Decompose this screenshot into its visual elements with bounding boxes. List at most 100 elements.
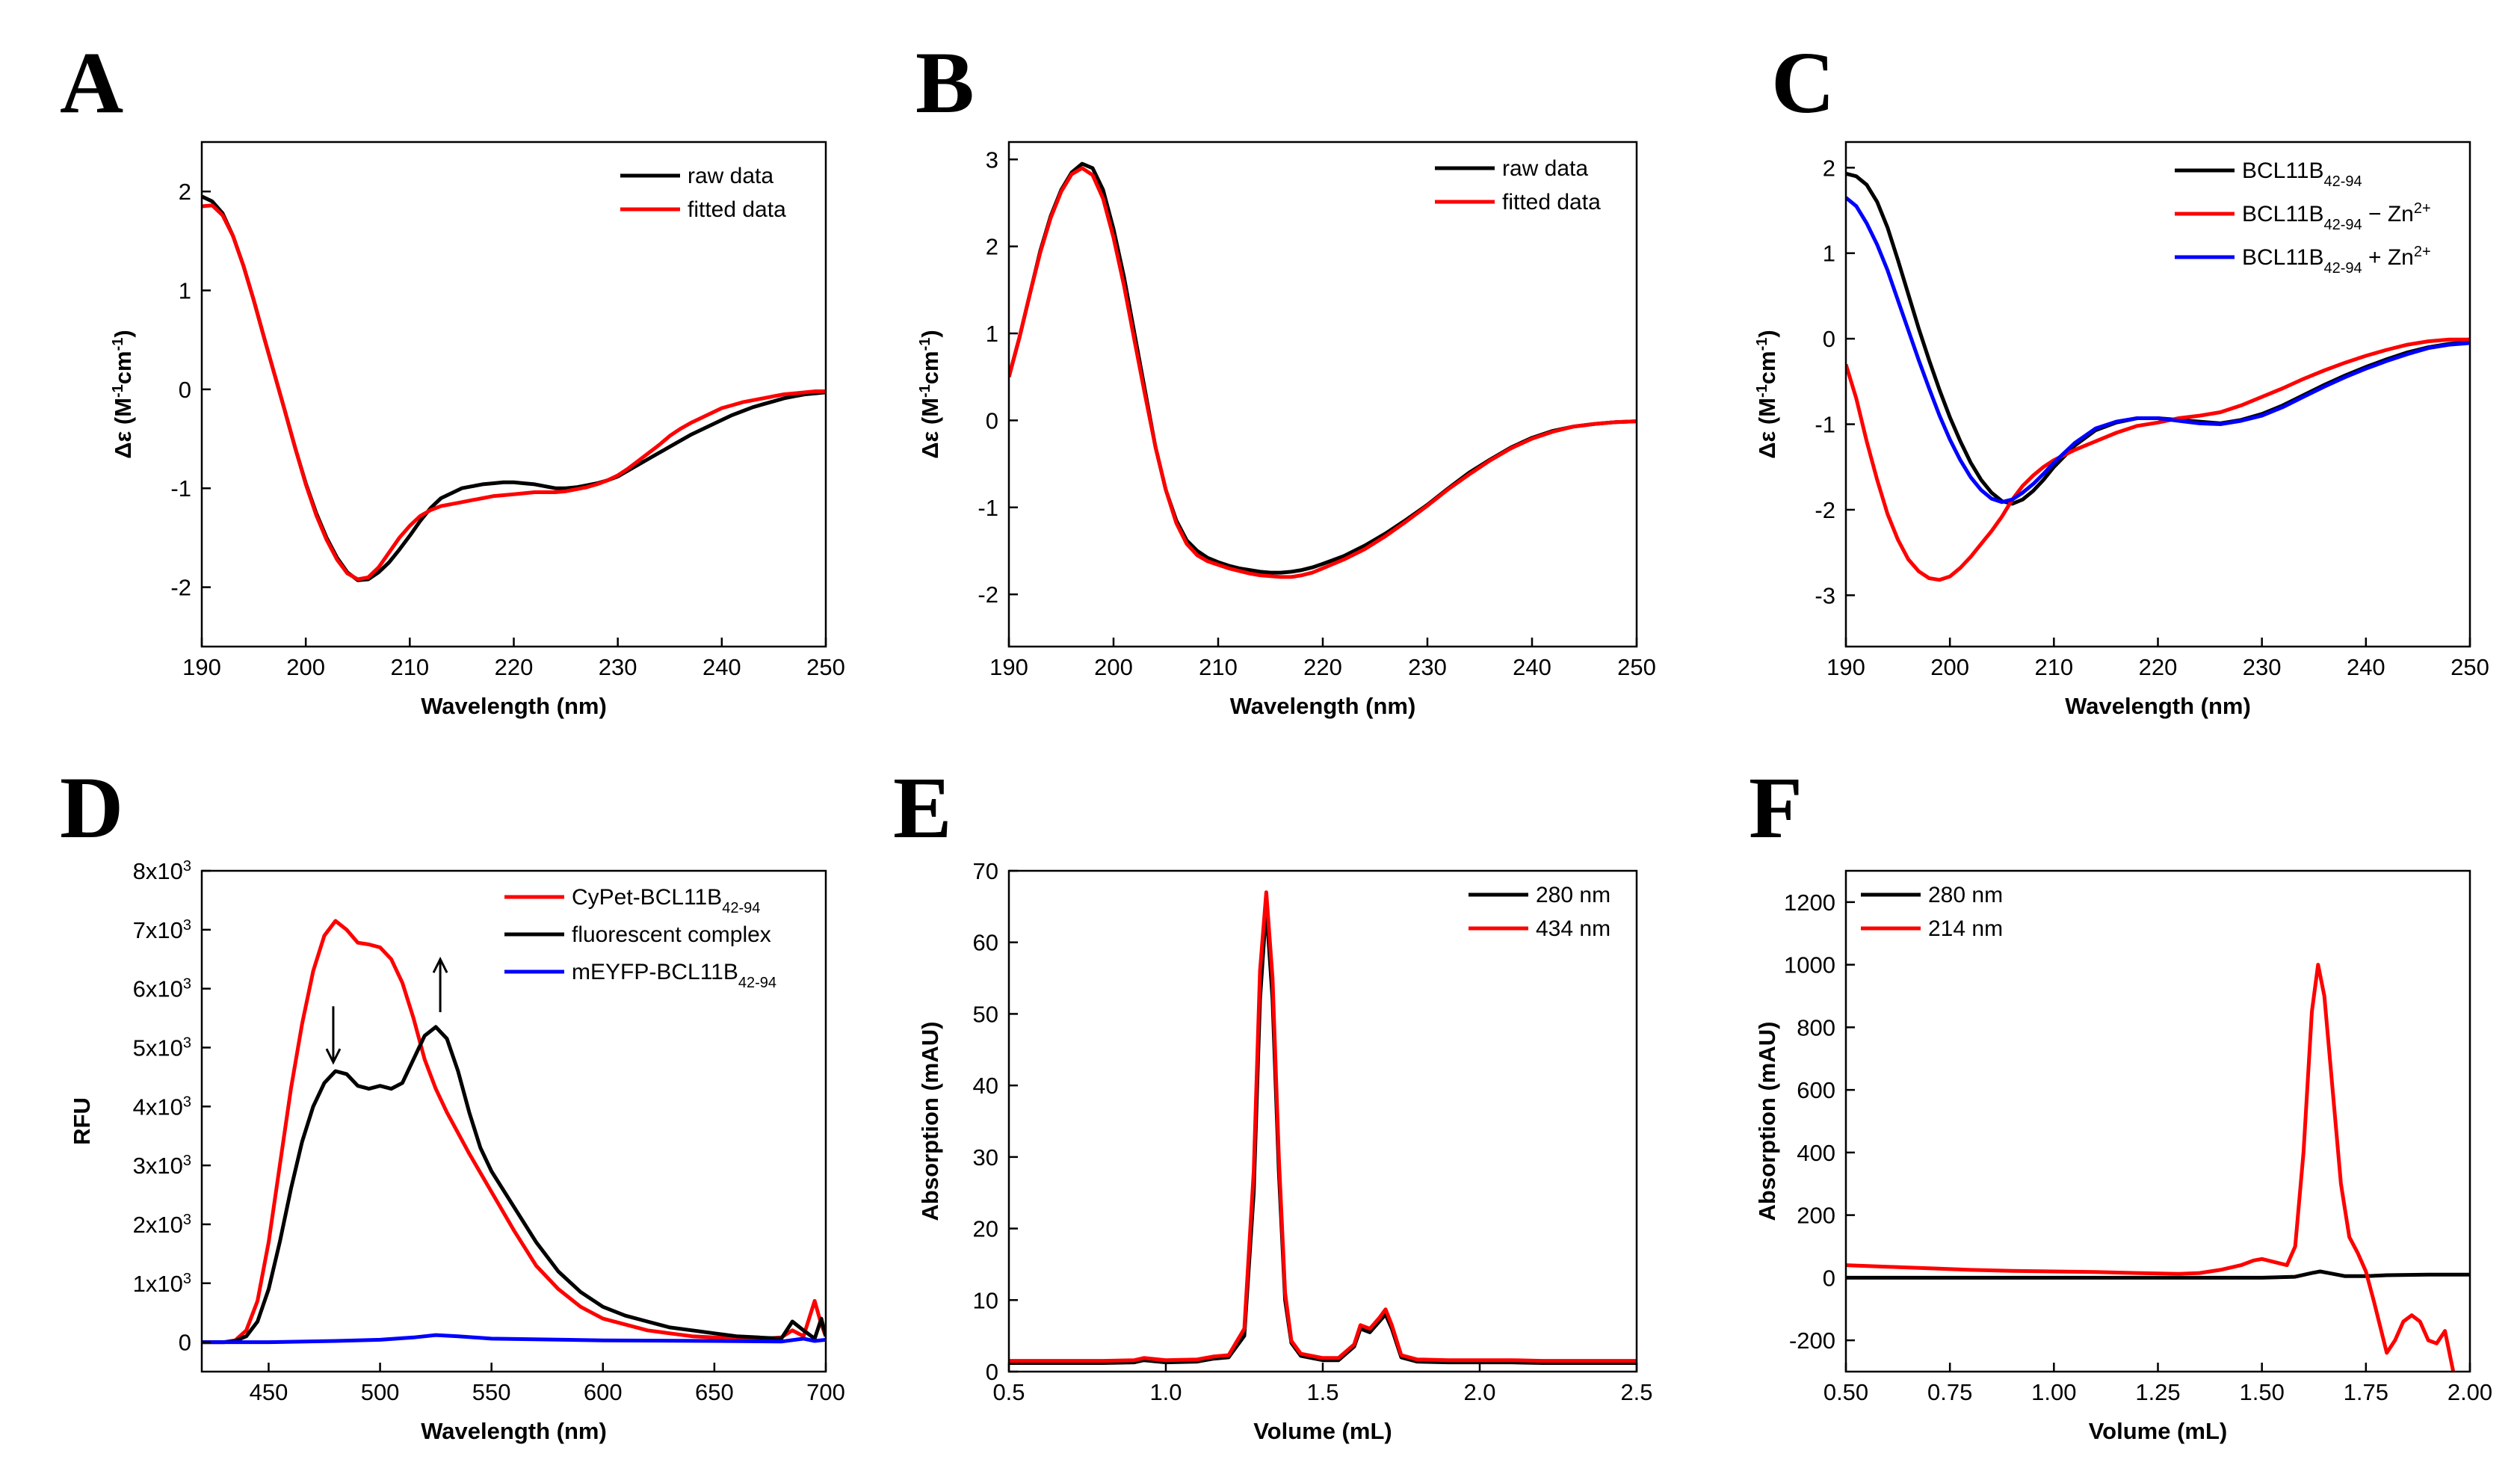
x-tick-label: 240 (1513, 654, 1551, 680)
legend: CyPet-BCL11B42-94 fluorescent complex mEYF… (504, 885, 776, 991)
panel-c: C 190 200 210 220 230 240 250 -3 -2 -1 0 1 2 Wavelengt… (1754, 34, 2489, 719)
x-tick-label: 210 (390, 654, 429, 680)
panel-letter-d: D (60, 759, 123, 857)
panel-letter-b: B (915, 34, 975, 132)
x-tick-label: 240 (702, 654, 741, 680)
y-tick-label: 1 (179, 278, 191, 304)
x-tick-label: 200 (1094, 654, 1133, 680)
series-group (1009, 161, 1637, 579)
y-tick-label: 50 (973, 1001, 998, 1027)
legend-label: fluorescent complex (572, 922, 771, 947)
x-axis-title: Volume (mL) (2089, 1418, 2227, 1444)
y-tick-label: -2 (1815, 497, 1835, 523)
y-tick-label: 6x103 (133, 976, 191, 1002)
x-tick-label: 1.5 (1306, 1379, 1338, 1405)
y-tick-label: 1200 (1784, 889, 1835, 916)
y-tick-label: 40 (973, 1073, 998, 1099)
x-tick-label: 0.50 (1823, 1379, 1868, 1405)
y-axis-title: Absorption (mAU) (917, 1022, 943, 1221)
x-tick-label: 600 (584, 1379, 623, 1405)
x-tick-label: 240 (2347, 654, 2385, 680)
x-axis-title: Volume (mL) (1253, 1418, 1392, 1444)
panel-letter-f: F (1749, 759, 1803, 857)
x-tick-label: 1.25 (2135, 1379, 2180, 1405)
y-axis-title: Δε (M-1cm-1) (1754, 330, 1780, 459)
x-axis-title: Wavelength (nm) (2065, 693, 2251, 719)
y-tick-label: 0 (179, 1330, 191, 1356)
panel-letter-a: A (60, 34, 123, 132)
x-tick-label: 1.50 (2239, 1379, 2284, 1405)
x-tick-label: 550 (472, 1379, 511, 1405)
panel-d: D 450 500 550 600 650 700 0 1x103 2x103 3x103 4x103… (60, 759, 845, 1444)
y-tick-label: 1x103 (133, 1271, 191, 1297)
x-tick-label: 2.00 (2448, 1379, 2492, 1405)
y-tick-label: -2 (170, 575, 191, 601)
panel-a: A 190 200 210 220 230 240 250 -2 -1 0 1 2 Wavelength … (60, 34, 845, 719)
series-line-1 (202, 194, 826, 582)
panel-letter-c: C (1771, 34, 1835, 132)
y-tick-label: 20 (973, 1216, 998, 1242)
series-line-2 (1846, 337, 2470, 582)
panel-e: E 0.5 1.0 1.5 2.0 2.5 0 10 20 30 40 50 60 70 Volume (m… (893, 759, 1653, 1444)
annotation-arrow-head (325, 1048, 342, 1065)
legend-label: raw data (688, 164, 773, 188)
y-tick-label: 0 (986, 1359, 998, 1385)
legend-label: BCL11B42-94 (2242, 158, 2362, 190)
panel-f: F 0.50 0.75 1.00 1.25 1.50 1.75 2.00 -200 0 200 400… (1749, 759, 2492, 1444)
x-tick-label: 220 (495, 654, 534, 680)
legend-label: 280 nm (1928, 883, 2003, 907)
legend-label: mEYFP-BCL11B42-94 (572, 960, 776, 991)
y-tick-label: 400 (1797, 1140, 1835, 1166)
legend-label: BCL11B42-94 − Zn2+ (2242, 200, 2431, 233)
series-group (202, 194, 826, 582)
series-line-3 (1846, 196, 2470, 505)
x-tick-label: 500 (361, 1379, 400, 1405)
y-tick-label: -1 (1815, 412, 1835, 438)
series-group (1846, 963, 2470, 1372)
series-group (1009, 890, 1637, 1365)
y-tick-label: 1 (986, 321, 998, 347)
y-tick-label: -2 (978, 582, 998, 608)
x-tick-label: 230 (599, 654, 637, 680)
legend-label: 434 nm (1536, 916, 1610, 941)
y-tick-label: 3x103 (133, 1153, 191, 1179)
x-tick-label: 200 (1930, 654, 1969, 680)
y-tick-label: 0 (1823, 1265, 1835, 1291)
y-tick-label: 4x103 (133, 1094, 191, 1120)
y-tick-label: 60 (973, 930, 998, 956)
x-tick-label: 220 (2139, 654, 2178, 680)
y-tick-label: 1000 (1784, 952, 1835, 978)
x-tick-label: 1.00 (2031, 1379, 2076, 1405)
x-tick-label: 650 (695, 1379, 734, 1405)
y-tick-label: 1 (1823, 241, 1835, 267)
plot-frame (200, 869, 827, 1373)
series-line-1 (1846, 1269, 2470, 1280)
x-tick-label: 190 (989, 654, 1028, 680)
x-axis-title: Wavelength (nm) (1230, 693, 1416, 719)
annotation-arrow-head (432, 956, 448, 973)
y-tick-label: 5x103 (133, 1035, 191, 1061)
x-tick-label: 250 (2450, 654, 2489, 680)
legend: raw data fitted data (620, 164, 786, 222)
y-tick-label: 0 (986, 407, 998, 434)
x-tick-label: 2.5 (1620, 1379, 1652, 1405)
legend: raw data fitted data (1435, 156, 1601, 215)
y-tick-label: -200 (1789, 1328, 1835, 1354)
x-tick-label: 2.0 (1463, 1379, 1495, 1405)
series-line-2 (1009, 890, 1637, 1363)
x-tick-label: 210 (2034, 654, 2073, 680)
plot-frame (1007, 869, 1638, 1373)
y-axis-title: Δε (M-1cm-1) (917, 330, 943, 459)
y-tick-label: -3 (1815, 582, 1835, 608)
x-tick-label: 700 (806, 1379, 845, 1405)
x-tick-label: 190 (1826, 654, 1865, 680)
x-tick-label: 230 (2243, 654, 2282, 680)
x-tick-label: 250 (1617, 654, 1656, 680)
x-tick-label: 200 (286, 654, 325, 680)
x-tick-label: 220 (1303, 654, 1342, 680)
y-tick-label: 70 (973, 858, 998, 884)
y-tick-label: -1 (978, 495, 998, 521)
y-tick-label: 30 (973, 1144, 998, 1171)
x-tick-label: 190 (182, 654, 221, 680)
series-group (202, 919, 826, 1345)
